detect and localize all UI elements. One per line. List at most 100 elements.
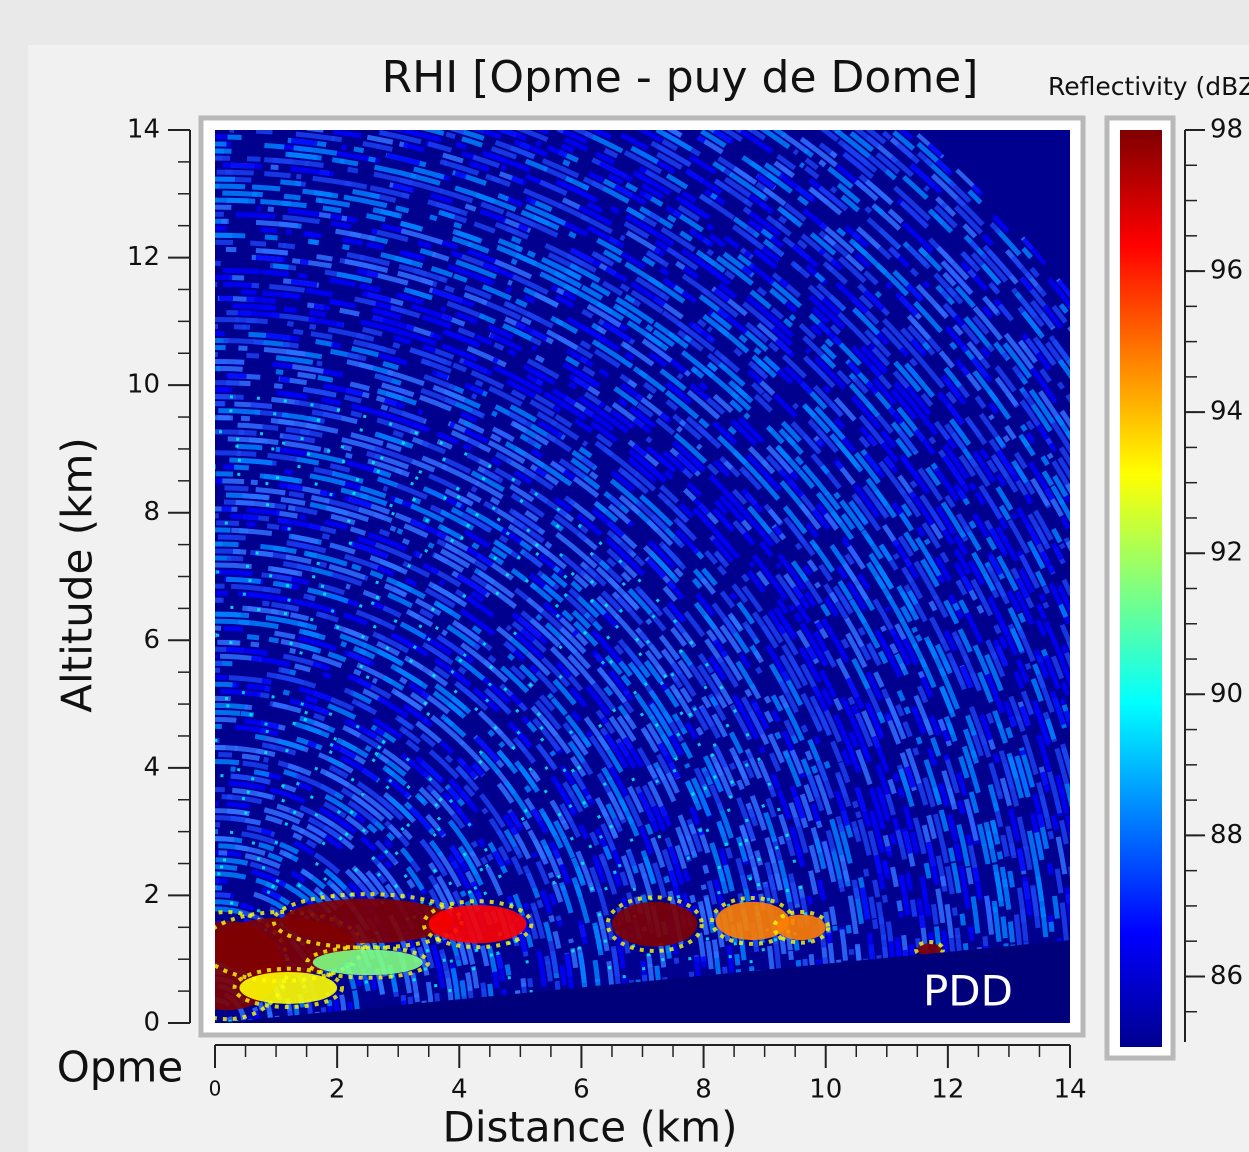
echo-arc <box>215 730 495 1023</box>
colorbar-tick-label: 98 <box>1210 115 1243 145</box>
echo-arc <box>215 176 1026 1023</box>
echo-arc <box>215 380 831 1023</box>
origin-label: Opme <box>57 1043 183 1092</box>
echo-arc <box>215 702 522 1023</box>
echo-arc <box>215 927 307 1023</box>
echo-arc <box>215 239 966 1023</box>
echo-arc <box>215 787 442 1023</box>
echo-arc <box>215 415 798 1023</box>
echo-arc <box>215 765 462 1023</box>
clutter <box>917 943 942 957</box>
echo-arc <box>215 225 979 1023</box>
echo-arc <box>215 681 542 1023</box>
echo-arc <box>215 218 986 1023</box>
echo-arc <box>215 130 1070 1023</box>
echo-arc <box>215 836 394 1023</box>
echo-arc <box>215 281 925 1023</box>
echo-arc <box>215 646 576 1023</box>
echo-arc <box>215 605 615 1023</box>
echo-arc <box>215 330 878 1023</box>
echo-arc <box>215 723 502 1023</box>
echo-arc <box>215 246 959 1023</box>
target-label: PDD <box>923 967 1013 1016</box>
echo-arc <box>215 408 804 1023</box>
echo-arc <box>215 316 892 1023</box>
x-tick-label: 10 <box>809 1075 842 1105</box>
echo-arc <box>215 716 509 1023</box>
echo-arc <box>215 330 878 1023</box>
echo-arc <box>721 130 1070 495</box>
y-tick-label: 6 <box>143 625 160 655</box>
echo-arc <box>215 162 1039 1023</box>
echo-arc <box>215 345 865 1023</box>
echo-arc <box>215 267 939 1023</box>
colorbar-tick-label: 90 <box>1210 679 1243 709</box>
echo-arc <box>553 130 1070 670</box>
echo-arc <box>215 695 529 1023</box>
echo-arc <box>215 597 623 1023</box>
y-tick-label: 14 <box>127 115 160 145</box>
echo-arc <box>215 983 253 1023</box>
echo-arc <box>588 130 1070 633</box>
echo-arc <box>215 155 1046 1023</box>
echo-arc <box>215 401 811 1023</box>
echo-arc <box>215 176 1026 1023</box>
echo-arc <box>215 506 710 1023</box>
clutter <box>312 949 423 976</box>
clutter <box>239 971 338 1004</box>
x-tick-label: 8 <box>695 1075 712 1105</box>
echo-arc <box>215 920 314 1023</box>
echo-arc <box>734 130 1070 481</box>
echo-arc <box>215 373 838 1023</box>
echo-arc <box>215 569 650 1023</box>
echo-arc <box>215 134 1066 1023</box>
echo-arc <box>389 130 1070 841</box>
echo-arc <box>472 130 1070 755</box>
clutter-edge <box>232 966 345 1010</box>
echo-arc <box>215 422 791 1023</box>
echo-arc <box>215 788 441 1023</box>
y-axis-label: Altitude (km) <box>53 437 102 712</box>
echo-arc <box>215 737 489 1023</box>
x-tick-label: 6 <box>573 1075 590 1105</box>
echo-arc <box>215 1005 232 1023</box>
echo-arc <box>215 401 811 1023</box>
echo-arc <box>215 590 630 1023</box>
echo-arc <box>215 309 898 1023</box>
echo-arc <box>215 717 508 1023</box>
y-tick-label: 0 <box>143 1008 160 1038</box>
echo-arc <box>215 815 415 1023</box>
echo-arc <box>215 660 562 1023</box>
echo-arc <box>215 583 636 1023</box>
echo-arc <box>215 478 737 1023</box>
x-tick-label: 2 <box>329 1075 346 1105</box>
echo-arc <box>215 611 609 1023</box>
echo-arc <box>215 667 556 1023</box>
reflectivity-field <box>215 130 1070 1023</box>
echo-arc <box>215 218 986 1023</box>
echo-arc <box>215 808 421 1023</box>
echo-arc <box>215 429 784 1023</box>
echo-arc <box>215 260 945 1023</box>
echo-arc <box>215 429 784 1023</box>
echo-arc <box>215 352 858 1023</box>
echo-arc <box>215 359 851 1023</box>
echo-arc <box>215 380 831 1023</box>
colorbar-tick-label: 92 <box>1210 538 1243 568</box>
echo-arc <box>215 485 730 1023</box>
colorbar-tick-label: 94 <box>1210 397 1243 427</box>
echo-arc <box>215 295 912 1023</box>
echo-arc <box>352 130 1070 881</box>
echo-arc <box>300 130 1070 936</box>
echo-arc <box>215 506 710 1023</box>
echo-arc <box>215 541 677 1023</box>
echo-arc <box>215 232 972 1023</box>
echo-arc <box>772 130 1070 442</box>
echo-arc <box>215 394 818 1023</box>
echo-arc <box>876 130 1070 333</box>
clutter-edge <box>605 895 704 953</box>
echo-arc <box>215 395 817 1023</box>
echo-arc <box>215 492 724 1023</box>
clutter <box>776 914 826 941</box>
terrain-mask <box>215 940 1070 1023</box>
